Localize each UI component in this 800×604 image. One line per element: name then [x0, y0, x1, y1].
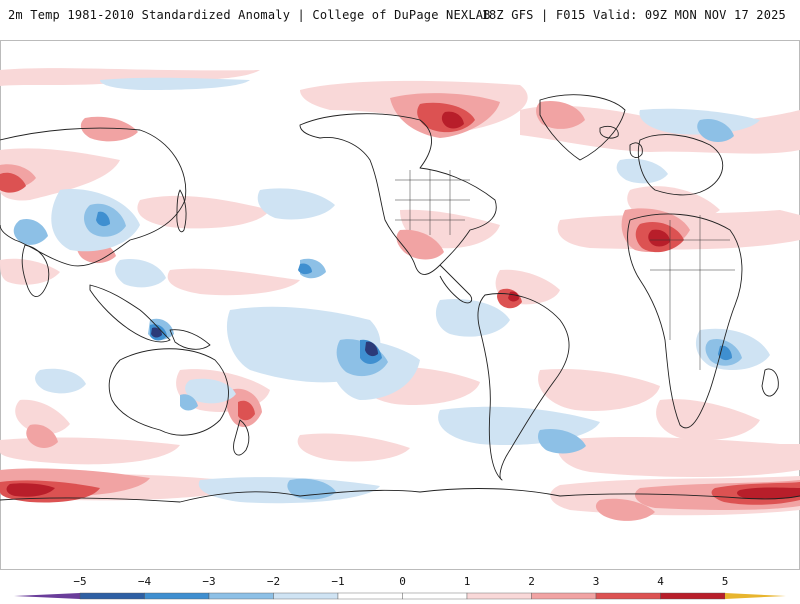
colorbar-extend-high — [725, 593, 786, 599]
colorbar-tick-label: −5 — [73, 575, 87, 588]
cold-anomaly-extreme — [151, 327, 378, 357]
colorbar-tick-label: −4 — [137, 575, 152, 588]
colorbar-tick-label: 4 — [657, 575, 664, 588]
warm-anomaly-extreme — [6, 111, 800, 500]
map-title: 2m Temp 1981-2010 Standardized Anomaly |… — [8, 8, 491, 22]
colorbar-svg — [14, 592, 786, 600]
colorbar-segment — [208, 592, 274, 600]
colorbar-tick-label: 5 — [721, 575, 729, 588]
colorbar-tick-label: 1 — [463, 575, 471, 588]
colorbar-legend: −5 −4 −3 −2 −1 0 1 2 3 4 5 — [0, 570, 800, 600]
coastlines — [0, 94, 800, 503]
colorbar-segment — [273, 592, 339, 600]
colorbar-segment — [660, 592, 726, 600]
colorbar-tick-label: −1 — [331, 575, 345, 588]
colorbar-tick-label: 0 — [399, 575, 406, 588]
anomaly-map-svg — [0, 40, 800, 570]
colorbar-segment — [79, 592, 145, 600]
anomaly-map[interactable] — [0, 40, 800, 570]
colorbar-segment — [466, 592, 532, 600]
cold-anomaly-strong — [96, 211, 732, 364]
colorbar-segment — [337, 592, 403, 600]
colorbar-segment — [402, 592, 468, 600]
colorbar-tick-label: 2 — [528, 575, 535, 588]
header-bar: 2m Temp 1981-2010 Standardized Anomaly |… — [0, 0, 800, 40]
colorbar-tick-label: 3 — [592, 575, 600, 588]
colorbar-segment — [595, 592, 661, 600]
colorbar-tick-label: −2 — [266, 575, 281, 588]
colorbar-segment — [144, 592, 210, 600]
political-borders — [395, 170, 735, 370]
colorbar-extend-low — [14, 593, 80, 599]
colorbar-segment — [531, 592, 597, 600]
model-run-info: 18Z GFS | F015 Valid: 09Z MON NOV 17 202… — [481, 8, 786, 22]
colorbar-tick-label: −3 — [202, 575, 216, 588]
